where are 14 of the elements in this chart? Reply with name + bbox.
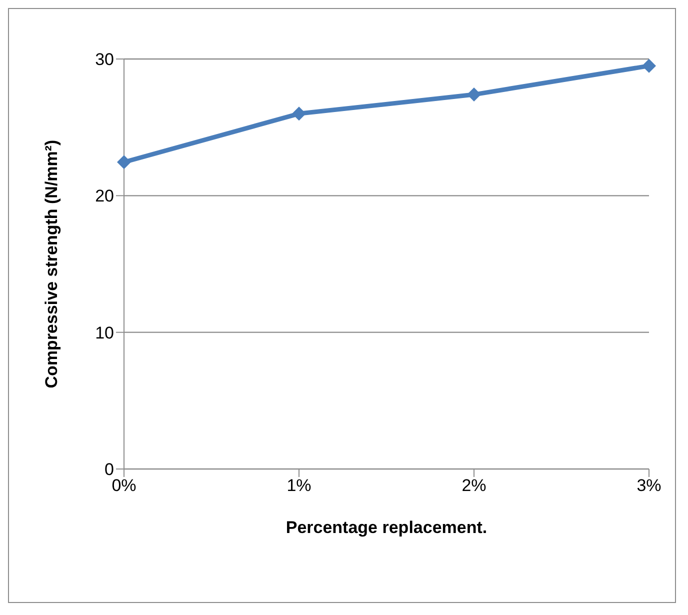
point: [117, 155, 131, 170]
y-tick-label: 30: [95, 50, 114, 70]
point: [642, 59, 656, 73]
y-tick-label: 20: [95, 186, 114, 206]
y-tick-label: 0: [104, 460, 114, 480]
x-axis-title: Percentage replacement.: [286, 518, 488, 537]
x-tick-label: 2%: [462, 476, 486, 496]
point: [292, 106, 306, 121]
x-tick-label: 0%: [112, 476, 136, 496]
y-axis-title: Compressive strength (N/mm²): [42, 140, 62, 388]
y-tick-label: 10: [95, 323, 114, 342]
x-tick-label: 3%: [636, 476, 662, 496]
x-tick-label: 1%: [286, 476, 312, 496]
point: [467, 88, 481, 102]
